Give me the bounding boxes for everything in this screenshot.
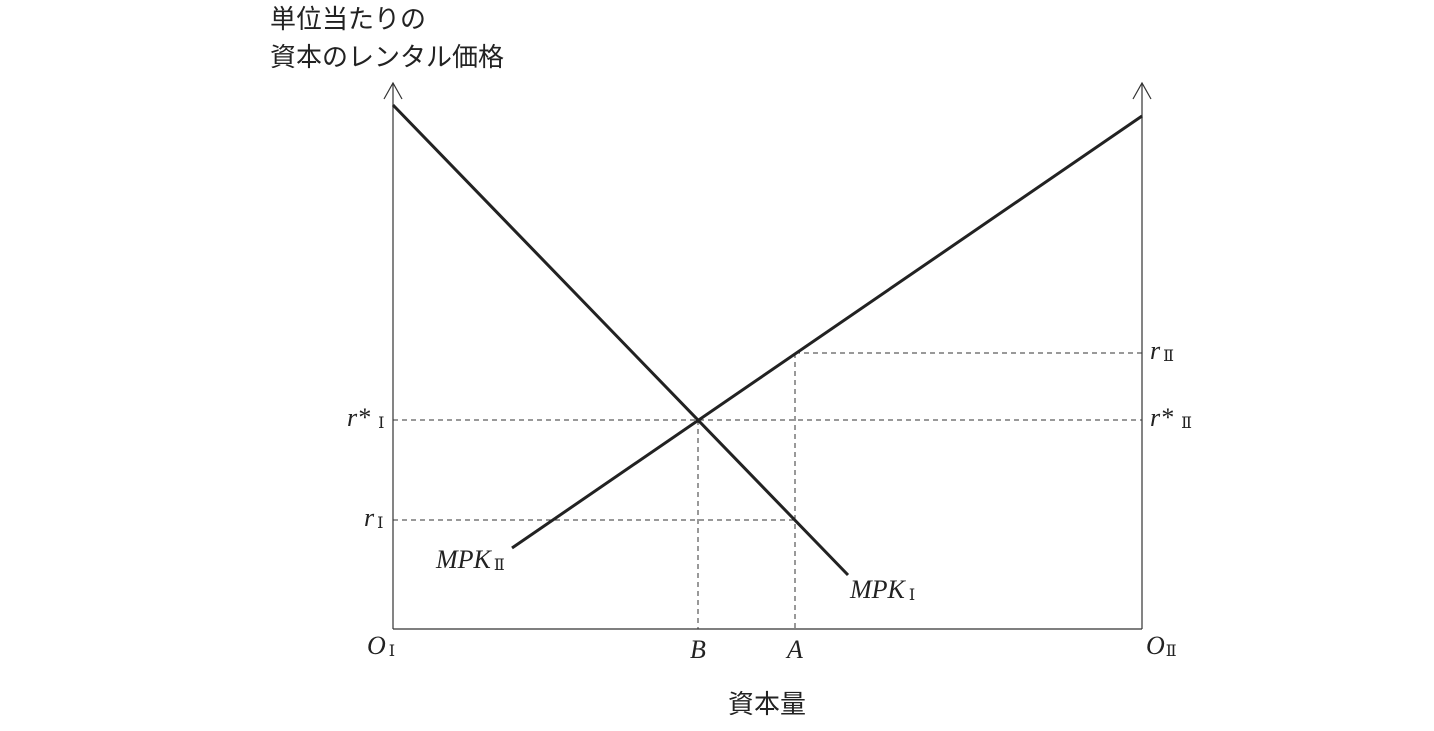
curve-sub: Ⅱ: [494, 557, 505, 574]
origin-main: O: [1146, 631, 1165, 660]
curve-label: MPK Ⅱ: [435, 545, 505, 574]
mpk2-curve: [511, 114, 1143, 550]
origin-label: OⅡ: [1146, 631, 1177, 660]
rate-sub: Ⅱ: [1163, 348, 1174, 365]
mpk1-curve: [391, 103, 850, 577]
rate-sub: Ⅱ: [1181, 415, 1192, 432]
y-axis-label: 単位当たりの: [270, 5, 426, 34]
rate-label: r* Ⅱ: [1150, 403, 1192, 432]
rate-main: r*: [347, 403, 370, 432]
rate-main: r*: [1150, 403, 1173, 432]
curve-label: MPK Ⅰ: [849, 575, 915, 604]
rate-label: r* Ⅰ: [347, 403, 384, 432]
rate-main: r: [364, 503, 375, 532]
point-label: B: [690, 635, 706, 664]
curve-sub: Ⅰ: [909, 587, 915, 604]
curve-main: MPK: [435, 545, 493, 574]
right-arrow: [1132, 81, 1152, 100]
x-axis-label: 資本量: [728, 690, 806, 719]
origin-sub: Ⅰ: [389, 643, 395, 660]
point-label: A: [785, 635, 803, 664]
origin-main: O: [367, 631, 386, 660]
rate-sub: Ⅰ: [377, 515, 383, 532]
rate-main: r: [1150, 336, 1161, 365]
curve-main: MPK: [849, 575, 907, 604]
left-arrow: [383, 81, 403, 100]
rate-sub: Ⅰ: [378, 415, 384, 432]
y-axis-label: 資本のレンタル価格: [270, 43, 504, 72]
origin-sub: Ⅱ: [1166, 643, 1177, 660]
